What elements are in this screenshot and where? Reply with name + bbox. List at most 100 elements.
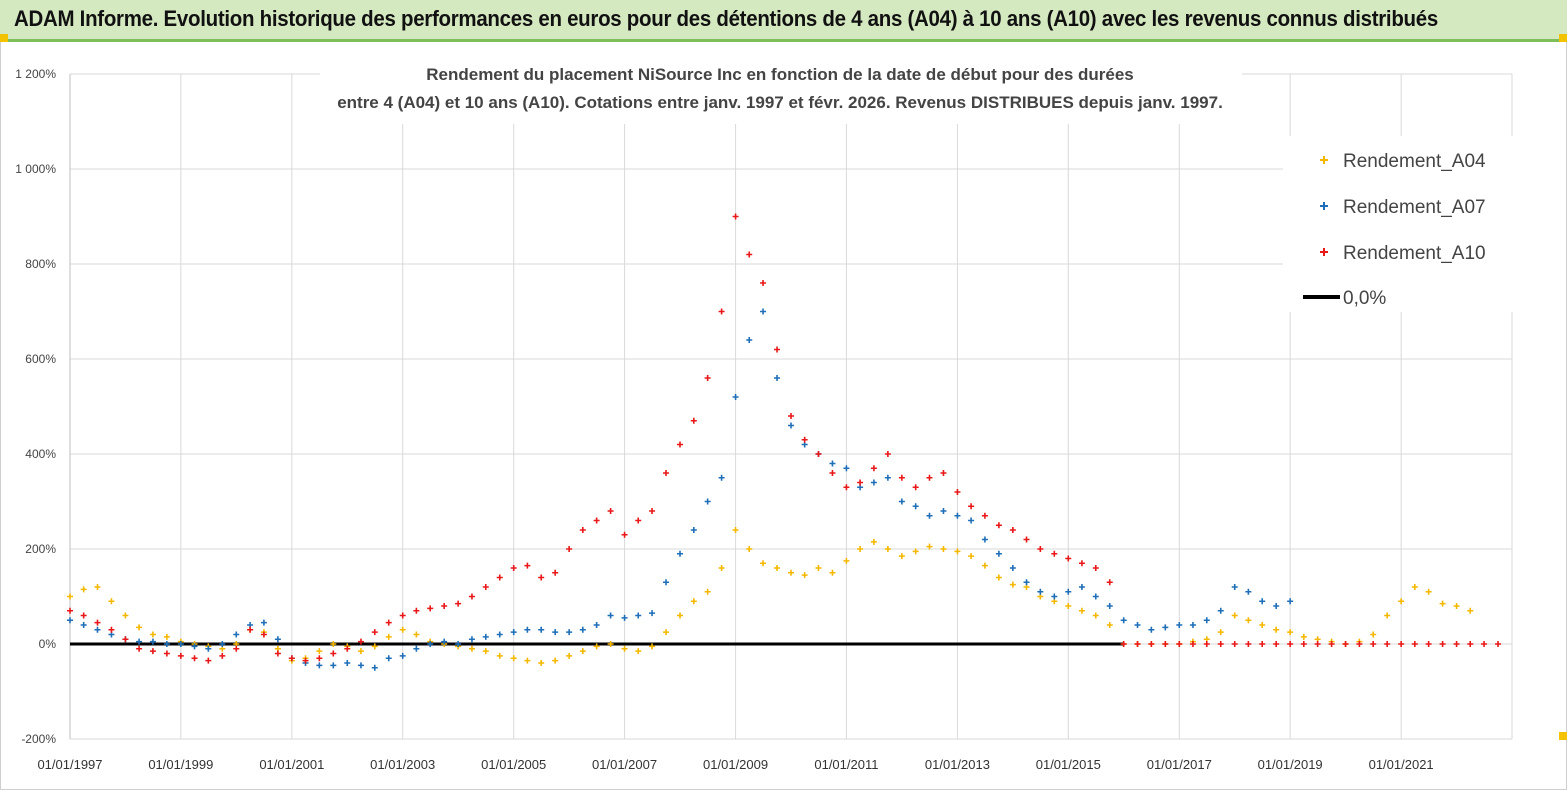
- data-point: [968, 517, 975, 524]
- data-point: [260, 619, 267, 626]
- data-point: [330, 650, 337, 657]
- data-point: [371, 664, 378, 671]
- data-point: [1425, 588, 1432, 595]
- data-point: [774, 346, 781, 353]
- data-point: [1092, 612, 1099, 619]
- data-point: [1203, 641, 1210, 647]
- data-point: [912, 503, 919, 510]
- data-point: [579, 648, 586, 655]
- data-point: [1231, 584, 1238, 590]
- data-point: [760, 280, 767, 286]
- data-point: [1300, 633, 1307, 640]
- x-tick-label: 01/01/1999: [148, 757, 213, 772]
- chart-title-line-2: entre 4 (A04) et 10 ans (A10). Cotations…: [337, 93, 1223, 112]
- data-point: [635, 517, 642, 524]
- data-point: [1065, 603, 1072, 609]
- data-point: [1162, 641, 1169, 647]
- data-point: [1273, 603, 1280, 609]
- data-point: [205, 657, 212, 664]
- data-point: [468, 593, 475, 600]
- data-point: [1217, 607, 1224, 614]
- legend-box: [1283, 136, 1513, 312]
- data-point: [898, 498, 905, 505]
- data-point: [1148, 641, 1155, 647]
- data-point: [1037, 546, 1044, 552]
- data-point: [413, 631, 420, 638]
- data-point: [676, 612, 683, 619]
- corner-mark: [1559, 732, 1567, 740]
- data-point: [732, 527, 739, 533]
- data-point: [995, 522, 1002, 529]
- data-point: [1162, 624, 1169, 631]
- data-point: [718, 308, 725, 315]
- data-point: [496, 631, 503, 638]
- y-tick-label: 1 000%: [15, 162, 56, 176]
- data-point: [1287, 629, 1294, 636]
- data-point: [316, 648, 323, 655]
- data-point: [496, 574, 503, 581]
- data-point: [760, 308, 767, 315]
- data-point: [108, 598, 115, 605]
- data-point: [690, 598, 697, 605]
- data-point: [1273, 626, 1280, 633]
- report-banner: ADAM Informe. Evolution historique des p…: [0, 0, 1567, 42]
- data-point: [149, 631, 156, 638]
- data-point: [566, 546, 573, 552]
- y-tick-label: 600%: [25, 352, 56, 366]
- data-point: [663, 579, 670, 586]
- data-point: [1495, 641, 1502, 647]
- x-tick-label: 01/01/2017: [1147, 757, 1212, 772]
- data-point: [1398, 598, 1405, 605]
- data-point: [219, 641, 226, 647]
- data-point: [857, 546, 864, 552]
- data-point: [718, 474, 725, 481]
- data-point: [566, 629, 573, 636]
- data-point: [676, 441, 683, 448]
- x-tick-label: 01/01/2003: [370, 757, 435, 772]
- data-point: [690, 417, 697, 424]
- y-tick-label: 800%: [25, 257, 56, 271]
- y-tick-label: 400%: [25, 447, 56, 461]
- data-point: [538, 626, 545, 633]
- data-point: [233, 645, 240, 652]
- data-point: [1259, 641, 1266, 647]
- data-point: [1106, 603, 1113, 609]
- x-tick-label: 01/01/2005: [481, 757, 546, 772]
- data-point: [385, 655, 392, 662]
- legend-label-A04: Rendement_A04: [1343, 151, 1486, 172]
- legend-label-A10: Rendement_A10: [1343, 243, 1486, 264]
- data-point: [870, 479, 877, 486]
- data-point: [1009, 581, 1016, 588]
- data-point: [774, 565, 781, 571]
- data-point: [801, 436, 808, 443]
- data-point: [1411, 584, 1418, 590]
- data-point: [67, 607, 73, 614]
- data-point: [1259, 622, 1266, 628]
- data-point: [94, 626, 101, 633]
- data-point: [1120, 641, 1127, 647]
- data-point: [607, 641, 614, 647]
- data-point: [649, 643, 656, 650]
- data-point: [1176, 641, 1183, 647]
- data-point: [1384, 612, 1391, 619]
- data-point: [704, 588, 711, 595]
- x-tick-label: 01/01/2009: [703, 757, 768, 772]
- data-point: [330, 662, 337, 669]
- data-point: [274, 636, 281, 643]
- data-point: [94, 619, 101, 626]
- data-point: [981, 562, 988, 569]
- legend: Rendement_A04 Rendement_A07 Rendement_A10 0…: [1283, 136, 1513, 312]
- data-point: [579, 626, 586, 633]
- data-point: [399, 612, 406, 619]
- x-tick-label: 01/01/2019: [1258, 757, 1323, 772]
- data-point: [441, 638, 448, 645]
- data-point: [1037, 588, 1044, 595]
- data-point: [427, 605, 434, 612]
- data-point: [316, 662, 323, 669]
- data-point: [1342, 641, 1349, 647]
- data-point: [1287, 641, 1294, 647]
- data-point: [302, 657, 309, 664]
- data-point: [1231, 641, 1238, 647]
- data-point: [1439, 641, 1446, 647]
- data-point: [413, 645, 420, 652]
